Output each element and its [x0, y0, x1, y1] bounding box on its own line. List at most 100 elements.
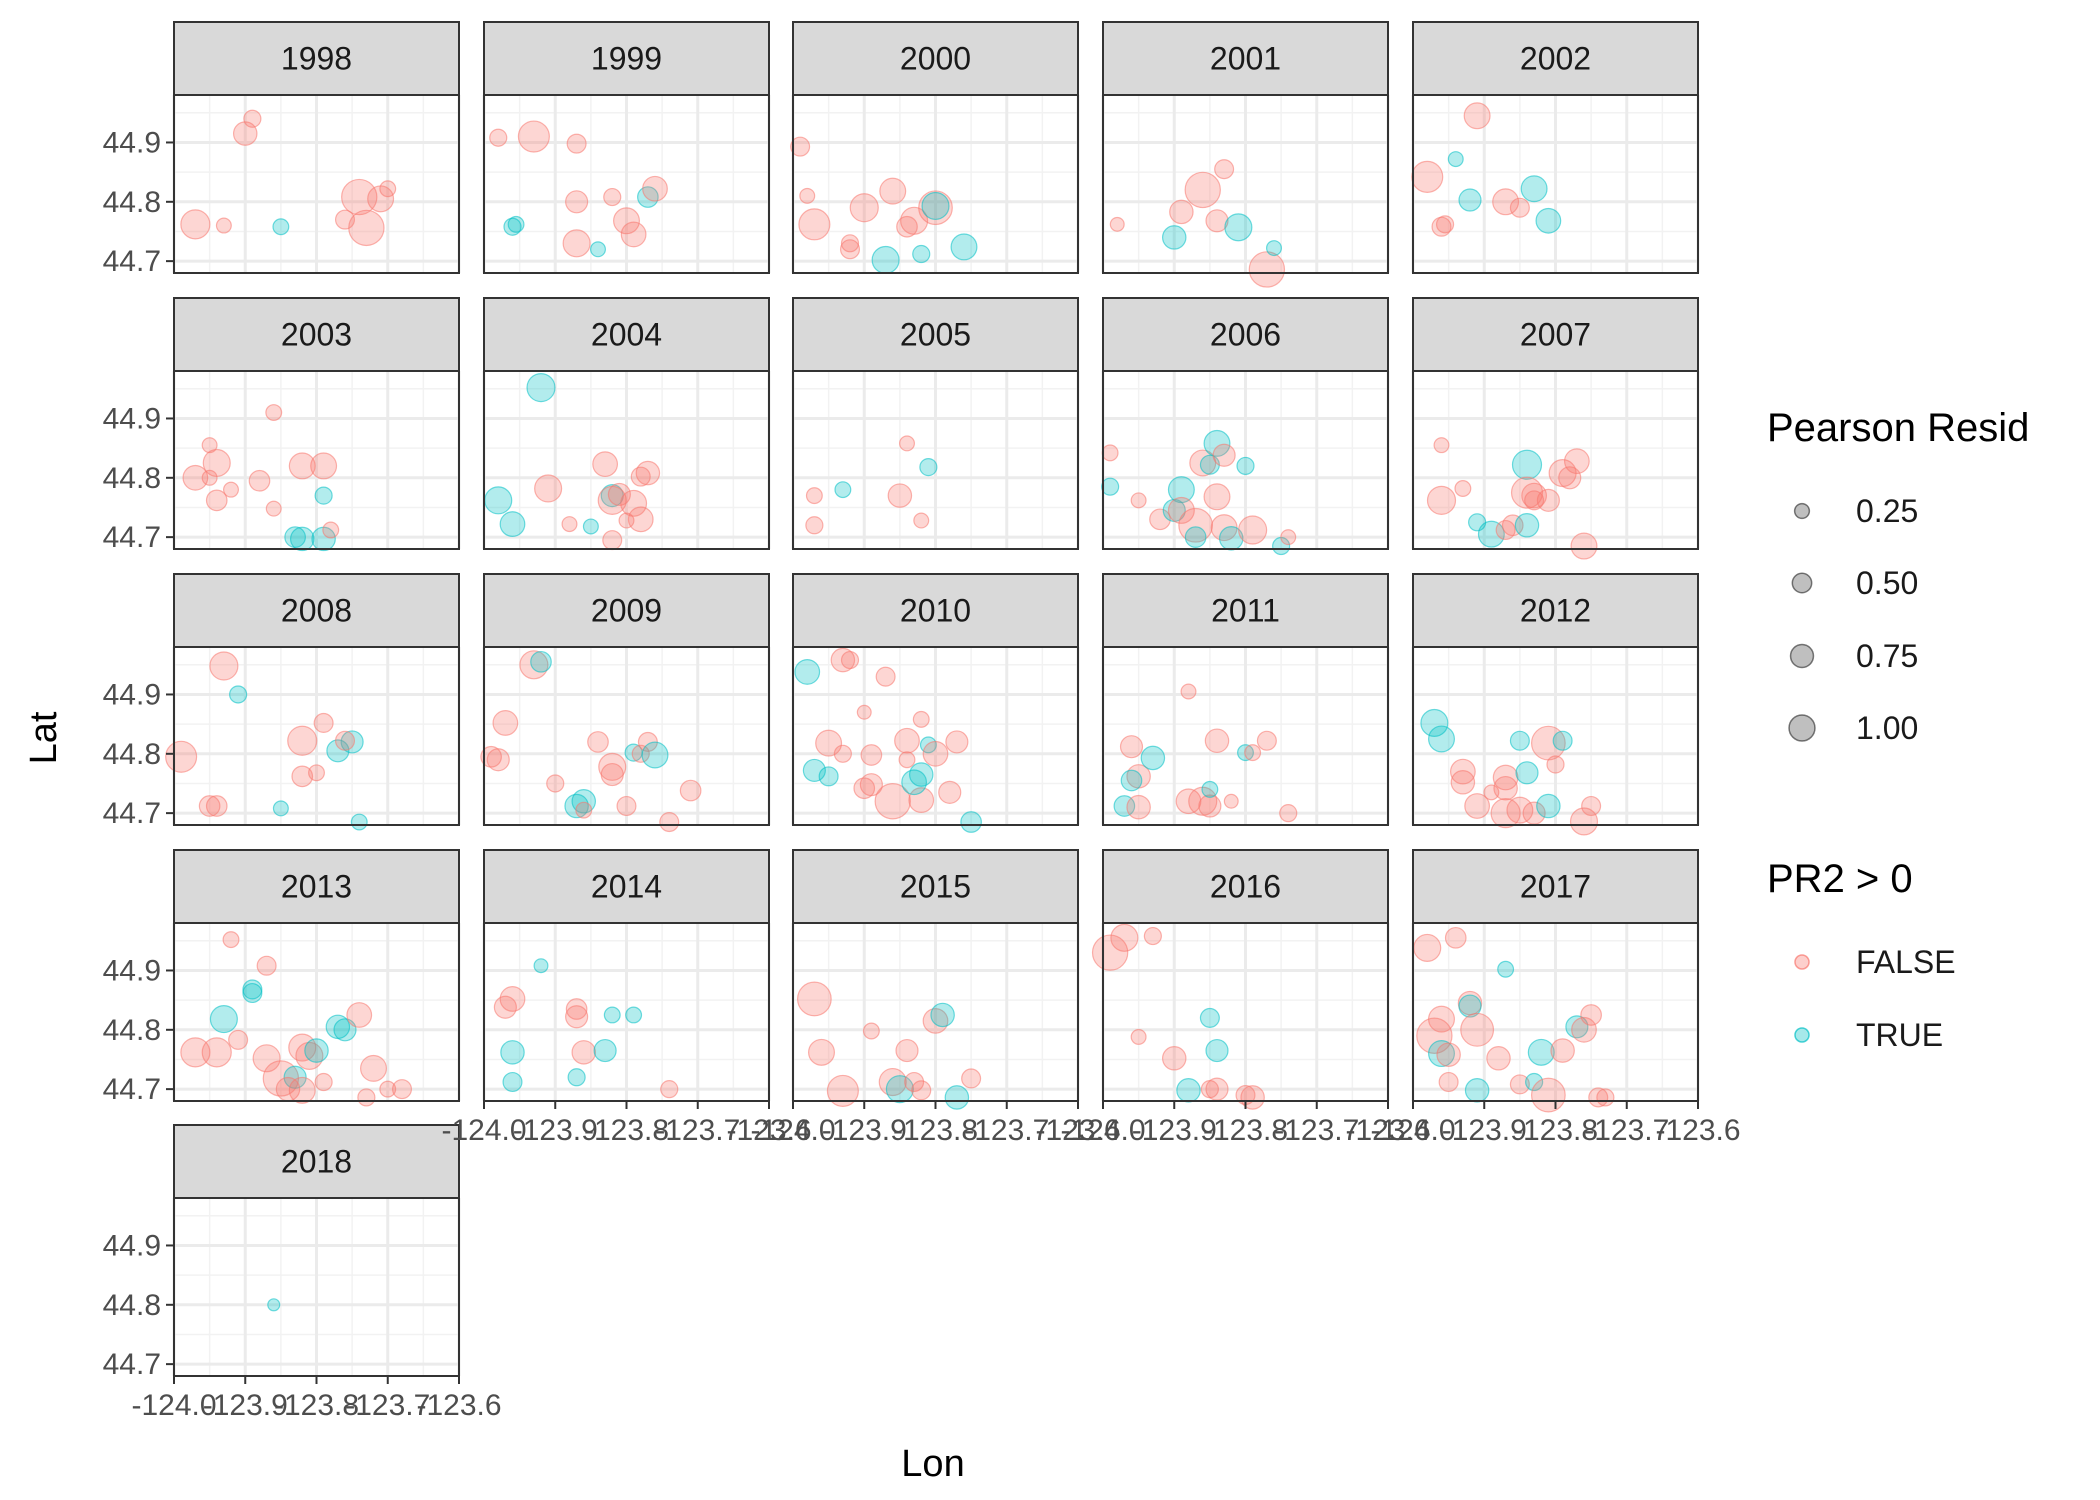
size-legend-title: Pearson Resid: [1767, 406, 2029, 450]
data-point: [818, 766, 839, 787]
data-point: [1435, 215, 1455, 234]
data-point: [930, 1002, 955, 1028]
data-point: [1510, 476, 1544, 509]
y-tick-label: 44.9: [103, 1229, 161, 1262]
facet-panel: 2010: [791, 573, 1080, 833]
data-point: [499, 986, 526, 1012]
data-point: [360, 1054, 387, 1082]
x-tick-label: -123.6: [1035, 1114, 1120, 1147]
data-point: [849, 193, 879, 223]
data-point: [1413, 933, 1442, 962]
data-point: [1552, 730, 1573, 751]
data-point: [1256, 730, 1277, 751]
data-point: [1205, 1038, 1229, 1063]
data-point: [913, 512, 930, 529]
data-point: [1167, 476, 1195, 504]
data-point: [502, 1071, 523, 1093]
facet-panel: 2013: [172, 849, 461, 1107]
facet-strip: [792, 21, 1079, 96]
data-point: [201, 1037, 232, 1068]
x-tick-label: -124.0: [131, 1389, 216, 1422]
data-point: [228, 1029, 249, 1050]
data-point: [1238, 515, 1268, 545]
data-point: [486, 748, 510, 772]
data-point: [894, 727, 920, 754]
panel-border: [173, 646, 460, 826]
y-tick-label: 44.8: [103, 186, 161, 219]
data-point: [625, 1006, 643, 1024]
data-point: [562, 229, 591, 258]
data-point: [794, 659, 821, 685]
facet-strip: [1102, 21, 1389, 96]
x-tick-label: -124.0: [750, 1114, 835, 1147]
data-point: [908, 762, 934, 787]
data-point: [1550, 1038, 1575, 1063]
data-point: [534, 474, 563, 503]
color-legend-key: [1794, 1027, 1810, 1043]
data-point: [222, 931, 240, 949]
data-point: [799, 187, 816, 204]
data-point: [840, 234, 860, 253]
y-tick-label: 44.9: [103, 126, 161, 159]
x-tick-label: -123.6: [1655, 1114, 1740, 1147]
data-point: [391, 1079, 413, 1100]
data-point: [602, 530, 623, 551]
data-point: [582, 518, 599, 535]
data-point: [201, 437, 218, 454]
x-tick-label: -123.9: [1132, 1114, 1217, 1147]
data-point: [1119, 735, 1144, 759]
data-point: [1438, 1071, 1459, 1093]
data-point: [874, 783, 911, 820]
facet-strip-label: 2013: [281, 869, 352, 905]
y-tick-label: 44.7: [103, 1073, 161, 1106]
facet-panel: 2006: [1101, 297, 1390, 556]
data-point: [592, 451, 619, 478]
data-point: [242, 982, 263, 1004]
data-point: [1492, 764, 1519, 791]
data-point: [853, 777, 876, 800]
data-point: [616, 795, 637, 817]
data-point: [1184, 526, 1207, 548]
data-point: [1458, 994, 1482, 1018]
data-point: [1110, 923, 1139, 952]
data-point: [944, 1085, 970, 1110]
y-tick-label: 44.8: [103, 738, 161, 771]
facet-strip-label: 2012: [1520, 593, 1591, 629]
facet-strip-label: 2014: [591, 869, 662, 905]
data-point: [642, 175, 668, 202]
y-tick-label: 44.7: [103, 797, 161, 830]
data-point: [326, 739, 350, 763]
data-point: [961, 1068, 982, 1089]
data-point: [1588, 1087, 1609, 1108]
data-point: [887, 483, 913, 508]
x-tick-label: -123.8: [1513, 1114, 1598, 1147]
data-point: [607, 482, 631, 507]
facet-panel: 1998: [172, 21, 461, 274]
data-point: [618, 512, 635, 529]
data-point: [603, 1006, 621, 1024]
data-point: [1535, 207, 1562, 234]
data-point: [180, 209, 211, 240]
size-legend-label: 0.25: [1856, 493, 1918, 529]
data-point: [340, 730, 364, 754]
data-point: [826, 1074, 859, 1107]
panel-border: [1412, 646, 1699, 826]
data-point: [895, 1038, 919, 1063]
facet-strip: [1102, 573, 1389, 648]
data-point: [1521, 482, 1548, 509]
facet-strip-label: 2007: [1520, 317, 1591, 353]
panel-border: [792, 370, 1079, 550]
data-point: [182, 464, 209, 491]
facet-strip: [483, 21, 770, 96]
data-point: [379, 1080, 397, 1098]
data-point: [1140, 745, 1166, 771]
panel-border: [483, 646, 770, 826]
x-tick-label: -123.7: [1274, 1114, 1359, 1147]
data-point: [790, 136, 811, 157]
data-point: [1525, 1072, 1544, 1092]
data-point: [310, 452, 338, 480]
data-point: [1493, 775, 1518, 801]
data-point: [860, 744, 883, 766]
data-point: [205, 795, 228, 817]
facet-strip-label: 2006: [1210, 317, 1281, 353]
